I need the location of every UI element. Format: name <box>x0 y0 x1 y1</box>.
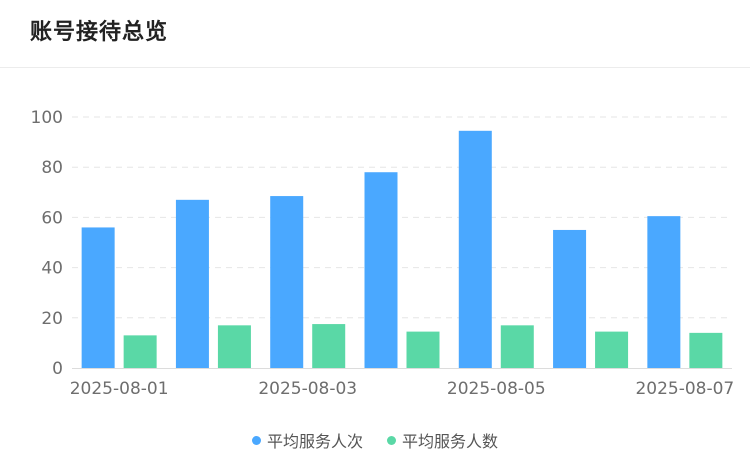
x-tick-label: 2025-08-05 <box>447 379 546 399</box>
bar-people-2025-08-07[interactable] <box>689 332 723 368</box>
bar-visits-2025-08-07[interactable] <box>647 216 681 368</box>
y-tick-label: 100 <box>31 108 63 128</box>
y-tick-label: 0 <box>52 359 63 379</box>
bar-people-2025-08-04[interactable] <box>406 331 440 368</box>
page-title: 账号接待总览 <box>30 19 169 45</box>
legend-dot-icon <box>387 435 396 445</box>
bar-visits-2025-08-05[interactable] <box>458 130 492 368</box>
legend-label: 平均服务人数 <box>402 432 499 451</box>
x-tick-label: 2025-08-03 <box>258 379 357 399</box>
bar-people-2025-08-05[interactable] <box>500 325 534 368</box>
bar-visits-2025-08-01[interactable] <box>81 227 115 368</box>
y-tick-label: 40 <box>41 259 63 279</box>
bar-visits-2025-08-03[interactable] <box>270 196 304 368</box>
legend-item-series-1[interactable]: 平均服务人数 <box>387 428 498 452</box>
bar-people-2025-08-03[interactable] <box>312 324 346 368</box>
legend-label: 平均服务人次 <box>266 432 363 451</box>
y-tick-label: 80 <box>41 158 63 178</box>
y-tick-label: 20 <box>41 309 63 329</box>
bar-visits-2025-08-04[interactable] <box>364 172 398 368</box>
bar-visits-2025-08-02[interactable] <box>175 199 209 368</box>
legend-item-series-0[interactable]: 平均服务人次 <box>251 428 363 452</box>
chart-legend: 平均服务人次 平均服务人数 <box>0 428 750 452</box>
bar-chart: 0 20 40 60 80 100 2025-08-01 2025-08-03 2025-08-… <box>31 108 735 399</box>
bar-people-2025-08-01[interactable] <box>123 335 157 368</box>
bar-visits-2025-08-06[interactable] <box>553 229 587 368</box>
bar-people-2025-08-06[interactable] <box>595 331 629 368</box>
x-tick-label: 2025-08-07 <box>635 379 734 399</box>
bar-people-2025-08-02[interactable] <box>217 325 251 368</box>
card-header: 账号接待总览 <box>0 0 750 68</box>
x-tick-label: 2025-08-01 <box>70 379 169 399</box>
legend-dot-icon <box>251 435 261 445</box>
y-tick-label: 60 <box>41 208 63 228</box>
